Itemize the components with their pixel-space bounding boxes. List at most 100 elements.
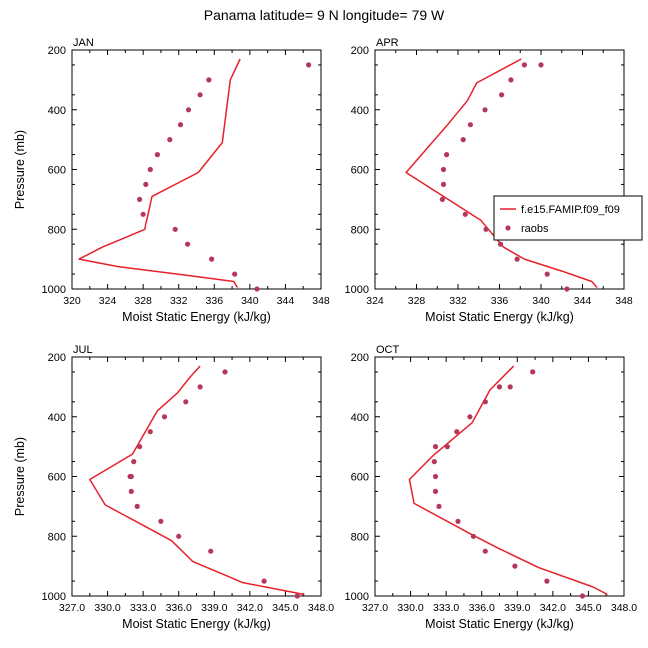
x-tick-label: 345.0	[575, 602, 601, 614]
y-tick-label: 600	[351, 472, 369, 484]
panel-label: OCT	[376, 344, 400, 356]
y-tick-label: 400	[351, 412, 369, 424]
y-tick-label: 800	[48, 531, 66, 543]
raob-point	[544, 578, 550, 584]
raob-point	[499, 92, 505, 98]
raob-point	[436, 503, 442, 509]
raob-point	[254, 286, 260, 292]
raob-point	[455, 518, 461, 524]
x-tick-label: 333.0	[130, 602, 156, 614]
y-tick-label: 600	[48, 472, 66, 484]
panel-label: APR	[376, 37, 399, 49]
raob-point	[176, 533, 182, 539]
raob-point	[185, 241, 191, 247]
x-tick-label: 348.0	[308, 602, 334, 614]
raob-point	[222, 369, 228, 375]
raob-point	[454, 429, 460, 435]
raob-point	[137, 444, 143, 450]
raob-point	[197, 384, 203, 390]
x-tick-label: 340	[532, 295, 550, 307]
y-tick-label: 200	[351, 352, 369, 364]
raob-point	[172, 226, 178, 232]
y-axis-label: Pressure (mb)	[13, 437, 27, 516]
raob-point	[440, 181, 447, 187]
y-tick-label: 1000	[42, 591, 66, 603]
x-tick-label: 324	[366, 295, 384, 307]
x-tick-label: 348	[312, 295, 330, 307]
raob-point	[460, 137, 466, 143]
x-tick-label: 344	[277, 295, 295, 307]
model-profile-line	[405, 58, 598, 288]
y-tick-label: 400	[48, 105, 66, 117]
x-tick-label: 328	[134, 295, 152, 307]
raob-point	[508, 77, 514, 83]
y-tick-label: 800	[48, 224, 66, 236]
y-tick-label: 200	[48, 45, 66, 57]
plot-frame	[71, 356, 322, 597]
raob-point	[128, 473, 134, 480]
x-tick-label: 344	[574, 295, 592, 307]
raob-point	[440, 166, 447, 173]
raob-point	[431, 459, 437, 465]
model-profile-line	[78, 58, 241, 288]
x-tick-label: 342.0	[237, 602, 263, 614]
raob-point	[482, 107, 488, 113]
y-tick-label: 400	[351, 105, 369, 117]
raob-point	[432, 444, 439, 450]
raob-point	[147, 429, 153, 435]
y-tick-label: 800	[351, 224, 369, 236]
model-profile-line	[408, 365, 608, 596]
plot-frame	[374, 49, 625, 290]
raob-point	[432, 488, 439, 494]
legend-obs-label: raobs	[521, 223, 549, 235]
raob-point	[232, 271, 238, 277]
raob-point	[306, 62, 312, 68]
y-tick-label: 1000	[345, 284, 369, 296]
raob-point	[208, 548, 214, 554]
y-tick-label: 1000	[42, 284, 66, 296]
y-tick-label: 800	[351, 531, 369, 543]
x-tick-label: 330.0	[94, 602, 120, 614]
y-tick-label: 200	[351, 45, 369, 57]
y-tick-label: 600	[351, 165, 369, 177]
x-tick-label: 327.0	[362, 602, 388, 614]
raob-point	[564, 286, 570, 292]
raob-point	[467, 414, 473, 420]
x-tick-label: 328	[408, 295, 426, 307]
raob-point	[131, 459, 137, 465]
raob-point	[137, 196, 143, 202]
raob-point	[167, 137, 173, 143]
legend-marker-swatch	[505, 225, 511, 231]
raob-point	[521, 62, 528, 68]
raob-point	[185, 107, 192, 113]
raob-point	[143, 181, 149, 187]
raob-point	[470, 533, 476, 539]
x-tick-label: 339.0	[504, 602, 530, 614]
x-tick-label: 332	[449, 295, 467, 307]
x-tick-label: 342.0	[540, 602, 566, 614]
raob-point	[209, 256, 215, 262]
raob-point	[496, 384, 503, 390]
raob-point	[444, 444, 450, 450]
x-axis-label: Moist Static Energy (kJ/kg)	[122, 310, 271, 324]
y-tick-label: 200	[48, 352, 66, 364]
x-tick-label: 333.0	[433, 602, 459, 614]
raob-point	[497, 241, 504, 247]
raob-point	[154, 152, 160, 158]
raob-point	[206, 77, 212, 83]
legend-model-label: f.e15.FAMIP.f09_f09	[521, 204, 620, 216]
x-tick-label: 330.0	[397, 602, 423, 614]
x-tick-label: 336.0	[469, 602, 495, 614]
panel-label: JUL	[73, 344, 93, 356]
raob-point	[482, 548, 488, 554]
panel-label: JAN	[73, 37, 94, 49]
raob-point	[161, 414, 168, 420]
raob-point	[514, 256, 520, 262]
x-tick-label: 327.0	[59, 602, 85, 614]
raob-point	[530, 369, 536, 375]
x-tick-label: 340	[241, 295, 259, 307]
